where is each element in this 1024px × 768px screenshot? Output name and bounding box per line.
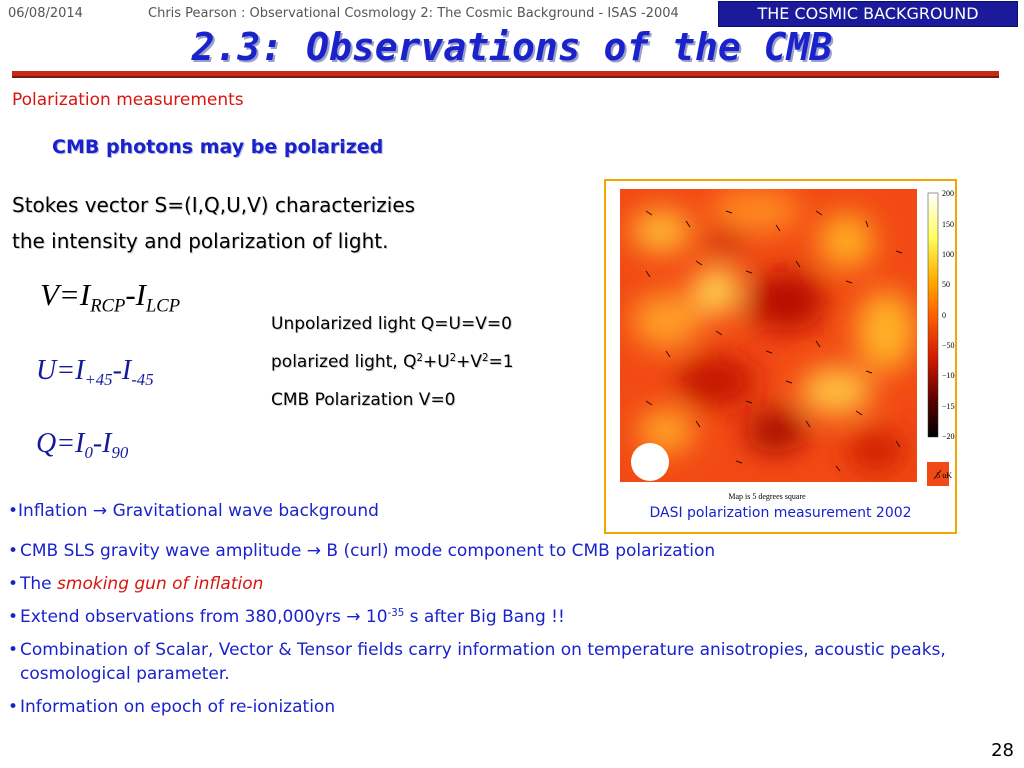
- bullet-list: • CMB SLS gravity wave amplitude → B (cur…: [8, 539, 1018, 728]
- colorbar-labels: 200 uK 150 100 50 0 −50 −100 −150 −200: [942, 189, 966, 441]
- fact-unpolarized: Unpolarized light Q=U=V=0: [271, 314, 512, 334]
- page-number: 28: [991, 740, 1014, 761]
- bullet-combination: • Combination of Scalar, Vector & Tensor …: [8, 640, 946, 684]
- stokes-line-2: the intensity and polarization of light.: [12, 229, 389, 253]
- svg-text:−50: −50: [942, 341, 955, 350]
- svg-text:−100: −100: [942, 371, 955, 380]
- bullet-reionization: • Information on epoch of re-ionization: [8, 697, 336, 717]
- slide-date: 06/08/2014: [8, 6, 83, 21]
- bullet-inflation: •Inflation → Gravitational wave backgrou…: [8, 501, 379, 521]
- svg-text:200 uK: 200 uK: [942, 189, 955, 198]
- equation-q: Q=I0-I90: [36, 428, 129, 462]
- bullet-gravity-wave: • CMB SLS gravity wave amplitude → B (cur…: [8, 541, 716, 561]
- stokes-line-1: Stokes vector S=(I,Q,U,V) characterizies: [12, 193, 416, 217]
- scale-label: 5 uK: [936, 471, 952, 480]
- section-subtitle: Polarization measurements: [12, 90, 244, 110]
- figure-caption: DASI polarization measurement 2002: [649, 505, 912, 521]
- bullet-smoking-gun: • The smoking gun of inflation: [8, 574, 264, 594]
- svg-text:50: 50: [942, 280, 950, 289]
- svg-text:0: 0: [942, 311, 946, 320]
- map-note: Map is 5 degrees square: [728, 492, 806, 501]
- dasi-figure: 200 uK 150 100 50 0 −50 −100 −150 −200 5…: [604, 179, 966, 534]
- equation-u: U=I+45-I-45: [36, 355, 154, 389]
- fact-cmb-v: CMB Polarization V=0: [271, 390, 456, 410]
- fact-polarized: polarized light, Q2+U2+V2=1: [271, 352, 514, 372]
- stokes-description: Stokes vector S=(I,Q,U,V) characterizies…: [12, 187, 415, 259]
- polarization-facts: Unpolarized light Q=U=V=0 polarized ligh…: [271, 305, 514, 419]
- svg-text:100: 100: [942, 250, 954, 259]
- title-divider: [12, 71, 999, 78]
- svg-text:150: 150: [942, 220, 954, 229]
- bullet-extend-observations: • Extend observations from 380,000yrs → 1…: [8, 607, 565, 627]
- equation-v: V=IRCP-ILCP: [40, 277, 181, 317]
- slide-author-line: Chris Pearson : Observational Cosmology …: [148, 6, 679, 21]
- polarization-heading: CMB photons may be polarized: [52, 136, 384, 158]
- slide-title: 2.3: Observations of the CMB: [191, 25, 833, 69]
- section-badge: THE COSMIC BACKGROUND: [718, 1, 1018, 27]
- polarization-vectors: [645, 210, 903, 472]
- svg-text:−150: −150: [942, 402, 955, 411]
- colorbar: [927, 192, 939, 438]
- beam-circle: [631, 443, 669, 481]
- dasi-map-image: 200 uK 150 100 50 0 −50 −100 −150 −200 5…: [620, 189, 966, 501]
- svg-text:−200: −200: [942, 432, 955, 441]
